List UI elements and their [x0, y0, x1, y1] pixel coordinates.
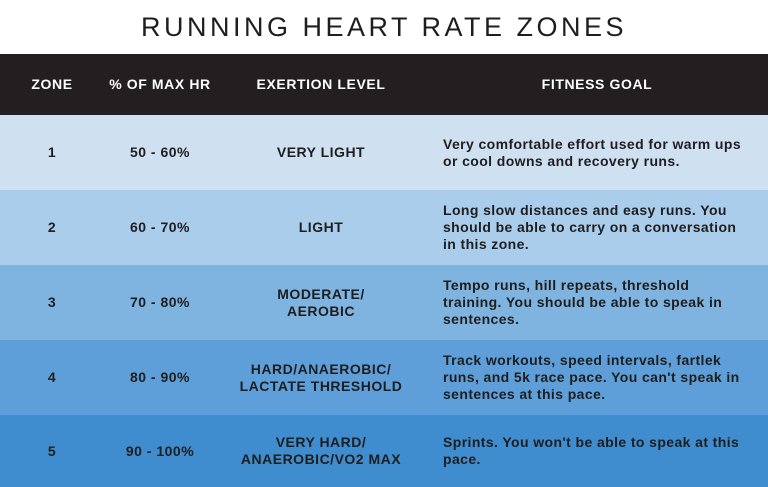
- table-row-zone-1: 1 50 - 60% VERY LIGHT Very comfortable e…: [0, 115, 768, 190]
- table-header-row: ZONE % OF MAX HR EXERTION LEVEL FITNESS …: [0, 54, 768, 115]
- header-exertion-level: EXERTION LEVEL: [256, 76, 386, 92]
- table-row-zone-3: 3 70 - 80% MODERATE/ AEROBIC Tempo runs,…: [0, 265, 768, 340]
- header-fitness-goal: FITNESS GOAL: [541, 76, 653, 92]
- exertion-level-text: HARD/ANAEROBIC/ LACTATE THRESHOLD: [239, 360, 403, 394]
- zone-number: 2: [47, 219, 57, 235]
- header-max-hr: % OF MAX HR: [109, 76, 211, 92]
- fitness-goal: Sprints. You won't be able to speak at t…: [443, 434, 740, 467]
- max-hr-range: 80 - 90%: [129, 369, 191, 385]
- fitness-goal: Tempo runs, hill repeats, threshold trai…: [443, 277, 723, 327]
- zone-number: 3: [47, 294, 57, 310]
- zone-number: 5: [47, 442, 57, 459]
- fitness-goal: Long slow distances and easy runs. You s…: [443, 202, 737, 252]
- table-row-zone-4: 4 80 - 90% HARD/ANAEROBIC/ LACTATE THRES…: [0, 340, 768, 415]
- exertion-level-text: LIGHT: [298, 219, 344, 235]
- exertion-level: MODERATE/ AEROBIC: [216, 265, 426, 340]
- max-hr-range: 70 - 80%: [129, 294, 191, 310]
- exertion-level: VERY HARD/ ANAEROBIC/VO2 MAX: [216, 415, 426, 487]
- fitness-goal: Very comfortable effort used for warm up…: [443, 135, 742, 169]
- table-row-zone-2: 2 60 - 70% LIGHT Long slow distances and…: [0, 190, 768, 265]
- zone-number: 1: [47, 144, 57, 160]
- zone-number: 4: [47, 369, 57, 385]
- exertion-level: VERY LIGHT: [216, 115, 426, 190]
- page-title: RUNNING HEART RATE ZONES: [140, 11, 628, 42]
- heart-rate-zones-table: ZONE % OF MAX HR EXERTION LEVEL FITNESS …: [0, 54, 768, 487]
- max-hr-range: 90 - 100%: [125, 442, 195, 459]
- exertion-level-text: VERY HARD/ ANAEROBIC/VO2 MAX: [240, 434, 402, 467]
- exertion-level: LIGHT: [216, 190, 426, 265]
- header-zone: ZONE: [31, 76, 73, 92]
- exertion-level-text: MODERATE/ AEROBIC: [277, 285, 365, 319]
- max-hr-range: 60 - 70%: [129, 219, 191, 235]
- max-hr-range: 50 - 60%: [129, 144, 191, 160]
- exertion-level: HARD/ANAEROBIC/ LACTATE THRESHOLD: [216, 340, 426, 415]
- fitness-goal: Track workouts, speed intervals, fartlek…: [443, 352, 740, 402]
- table-row-zone-5: 5 90 - 100% VERY HARD/ ANAEROBIC/VO2 MAX…: [0, 415, 768, 487]
- exertion-level-text: VERY LIGHT: [276, 144, 366, 160]
